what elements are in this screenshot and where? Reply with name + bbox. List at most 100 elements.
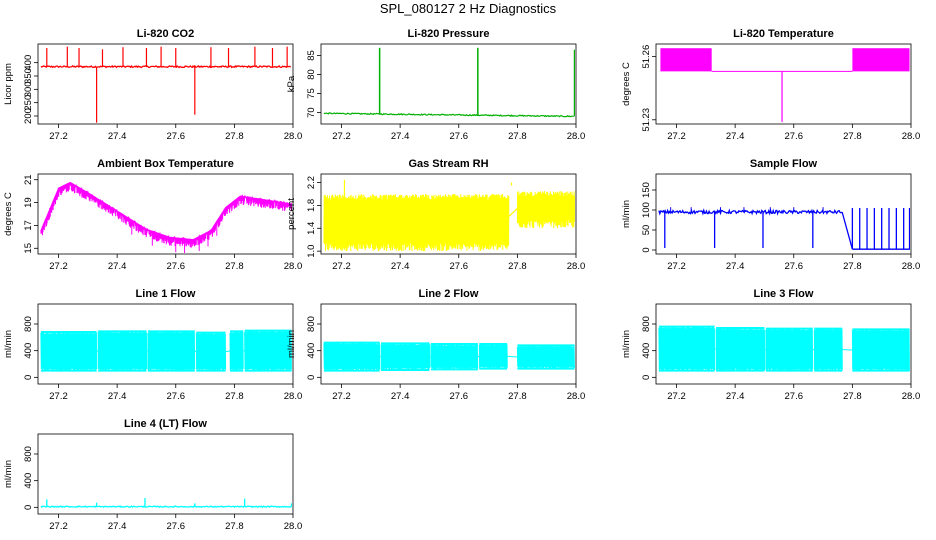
sample-flow-ramp [841, 211, 854, 250]
rh-trace [323, 193, 510, 252]
x-tick-label: 27.2 [667, 391, 686, 402]
y-tick-label: 100 [641, 202, 652, 218]
y-tick-label: 0 [23, 505, 34, 510]
y-tick-label: 21 [23, 174, 34, 185]
x-tick-label: 27.2 [49, 131, 68, 142]
flow-connector [714, 348, 717, 350]
chart-panel-6: Sample Flow 27.2 27.4 27.6 27.8 28.0 0 50 100 150… [621, 158, 920, 272]
y-tick-label: 15 [23, 243, 34, 254]
x-tick-label: 27.4 [391, 131, 410, 142]
rh-gap-line [508, 207, 518, 218]
y-tick-label: 0 [641, 375, 652, 380]
figure-title: SPL_080127 2 Hz Diagnostics [380, 1, 557, 16]
rh-trace [516, 191, 575, 229]
data-series [323, 341, 575, 372]
flow-connector [194, 350, 197, 353]
chart-panel-10: Line 4 (LT) Flow 27.2 27.4 27.6 27.8 28.0 0 400… [3, 418, 302, 532]
ambient-temp-trace [40, 182, 292, 248]
x-tick-label: 27.4 [108, 131, 127, 142]
y-axis-label: percent [286, 198, 297, 230]
x-tick-label: 27.8 [843, 391, 862, 402]
y-tick-label: 400 [23, 55, 34, 71]
flow-trace [851, 329, 910, 371]
y-tick-label: 85 [306, 50, 317, 61]
x-tick-label: 27.8 [508, 391, 527, 402]
y-tick-label: 51.23 [641, 108, 652, 132]
y-axis-label: ml/min [3, 330, 14, 358]
co2-trace [40, 64, 292, 69]
chart-panel-3: Li-820 Temperature 27.2 27.4 27.6 27.8 28.0 51… [621, 28, 920, 142]
temp-oscillation-block [852, 48, 910, 72]
x-tick-label: 28.0 [284, 131, 303, 142]
x-tick-label: 28.0 [902, 261, 921, 272]
x-tick-label: 27.6 [785, 131, 804, 142]
flow-trace [147, 331, 196, 371]
data-series [40, 182, 292, 253]
x-tick-label: 27.2 [332, 261, 351, 272]
x-tick-label: 27.6 [785, 391, 804, 402]
flow-trace [715, 327, 766, 371]
data-series [40, 498, 292, 509]
y-tick-label: 400 [641, 343, 652, 359]
flow-trace [478, 343, 508, 369]
plot-frame [655, 303, 912, 385]
y-tick-label: 300 [23, 81, 34, 97]
y-tick-label: 400 [306, 343, 317, 359]
plot-frame [320, 303, 577, 385]
y-tick-label: 1.0 [306, 245, 317, 258]
chart-panel-8: Line 2 Flow 27.2 27.4 27.6 27.8 28.0 0 400 800 ml… [286, 288, 585, 402]
x-tick-label: 27.6 [785, 261, 804, 272]
y-axis-label: kPa [286, 75, 297, 92]
x-tick-label: 28.0 [284, 261, 303, 272]
x-tick-label: 27.6 [450, 391, 469, 402]
y-axis-label: Licor ppm [3, 63, 14, 105]
pressure-trace [323, 112, 574, 118]
flow-trace [323, 342, 381, 371]
flow-trace [516, 345, 575, 369]
plot-frame [655, 173, 912, 255]
x-tick-label: 27.8 [508, 261, 527, 272]
data-series [658, 207, 910, 250]
y-axis-label: degrees C [3, 192, 14, 236]
y-tick-label: 250 [23, 95, 34, 111]
data-series [40, 46, 292, 123]
panel-title: Li-820 CO2 [137, 28, 194, 40]
y-axis-label: degrees C [621, 62, 632, 106]
x-tick-label: 27.6 [450, 261, 469, 272]
y-tick-label: 0 [23, 375, 34, 380]
y-tick-label: 19 [23, 197, 34, 208]
y-axis-label: ml/min [286, 330, 297, 358]
plot-frame [320, 173, 577, 255]
x-tick-label: 27.6 [450, 131, 469, 142]
y-tick-label: 400 [23, 473, 34, 489]
plot-frame [37, 303, 294, 385]
x-tick-label: 27.4 [726, 391, 745, 402]
y-tick-label: 2.2 [306, 176, 317, 189]
y-tick-label: 800 [23, 446, 34, 462]
flow-trace [229, 331, 244, 371]
plot-frame [37, 173, 294, 255]
y-axis-label: ml/min [621, 200, 632, 228]
y-tick-label: 800 [23, 316, 34, 332]
y-tick-label: 17 [23, 220, 34, 231]
x-tick-label: 27.8 [843, 131, 862, 142]
x-tick-label: 27.6 [167, 261, 186, 272]
x-tick-label: 27.2 [332, 391, 351, 402]
x-tick-label: 27.8 [225, 521, 244, 532]
x-tick-label: 27.6 [167, 131, 186, 142]
y-tick-label: 80 [306, 69, 317, 80]
flow-trace [813, 328, 843, 371]
x-tick-label: 27.8 [508, 131, 527, 142]
x-tick-label: 27.2 [49, 261, 68, 272]
lt-flow-trace [40, 505, 292, 509]
y-tick-label: 200 [23, 108, 34, 124]
x-tick-label: 27.4 [726, 261, 745, 272]
panel-title: Ambient Box Temperature [97, 158, 234, 170]
panel-title: Sample Flow [750, 158, 818, 170]
data-series [323, 179, 575, 252]
flow-trace [244, 330, 292, 371]
sample-flow-trace [658, 208, 843, 216]
x-tick-label: 28.0 [567, 391, 586, 402]
plot-frame [655, 43, 912, 125]
x-tick-label: 28.0 [902, 131, 921, 142]
